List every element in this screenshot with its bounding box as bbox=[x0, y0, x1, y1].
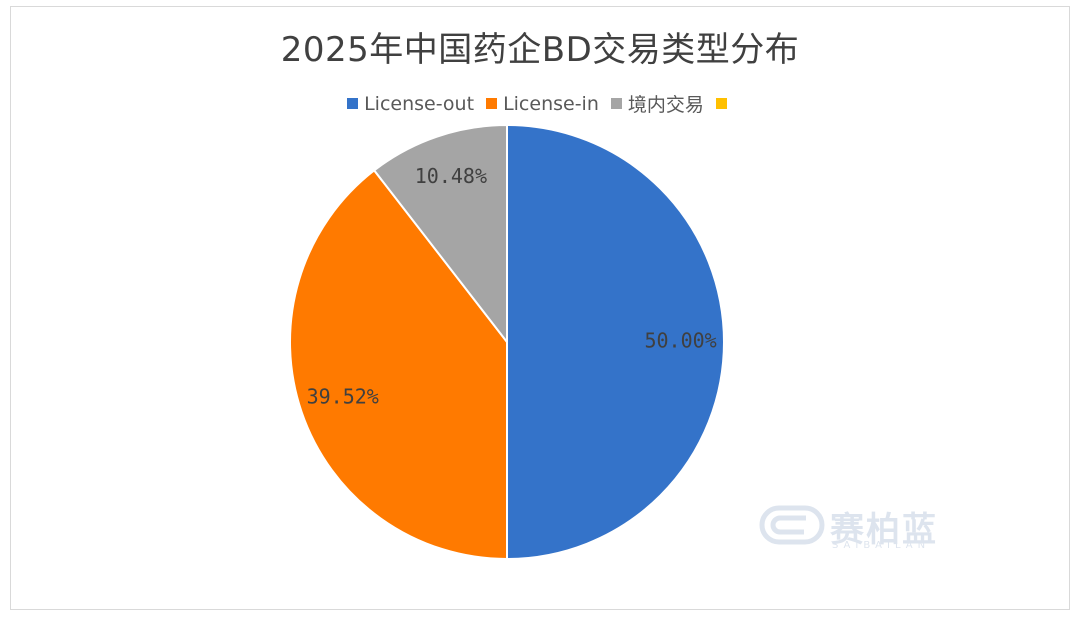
watermark-brand-latin: SAIBAILAN bbox=[832, 540, 931, 551]
pie-slice-domestic bbox=[372, 123, 508, 345]
legend-label-license-in: License-in bbox=[503, 92, 599, 115]
legend-item-license-in: License-in bbox=[486, 93, 599, 115]
pie-slice-license-in bbox=[289, 168, 508, 561]
chart-legend: License-out License-in 境内交易 bbox=[0, 90, 1080, 117]
legend-item-license-out: License-out bbox=[347, 93, 474, 115]
legend-swatch-domestic bbox=[610, 98, 622, 109]
legend-item-domestic: 境内交易 bbox=[610, 90, 704, 117]
pie-slice-license-out bbox=[506, 123, 725, 561]
saibailan-logo-icon bbox=[759, 505, 825, 545]
legend-swatch-empty bbox=[715, 98, 727, 109]
data-label-domestic: 10.48% bbox=[415, 164, 487, 188]
legend-label-domestic: 境内交易 bbox=[627, 94, 704, 116]
watermark-brand: 赛柏蓝 bbox=[830, 510, 938, 550]
data-label-license-out: 50.00% bbox=[644, 329, 716, 353]
chart-title: 2025年中国药企BD交易类型分布 bbox=[280, 30, 800, 70]
legend-item-empty bbox=[715, 98, 733, 109]
data-label-license-in: 39.52% bbox=[307, 385, 379, 409]
legend-label-license-out: License-out bbox=[364, 92, 475, 115]
saibailan-watermark: 赛柏蓝 SAIBAILAN bbox=[758, 502, 978, 552]
legend-swatch-license-in bbox=[486, 98, 498, 109]
legend-swatch-license-out bbox=[347, 98, 359, 109]
